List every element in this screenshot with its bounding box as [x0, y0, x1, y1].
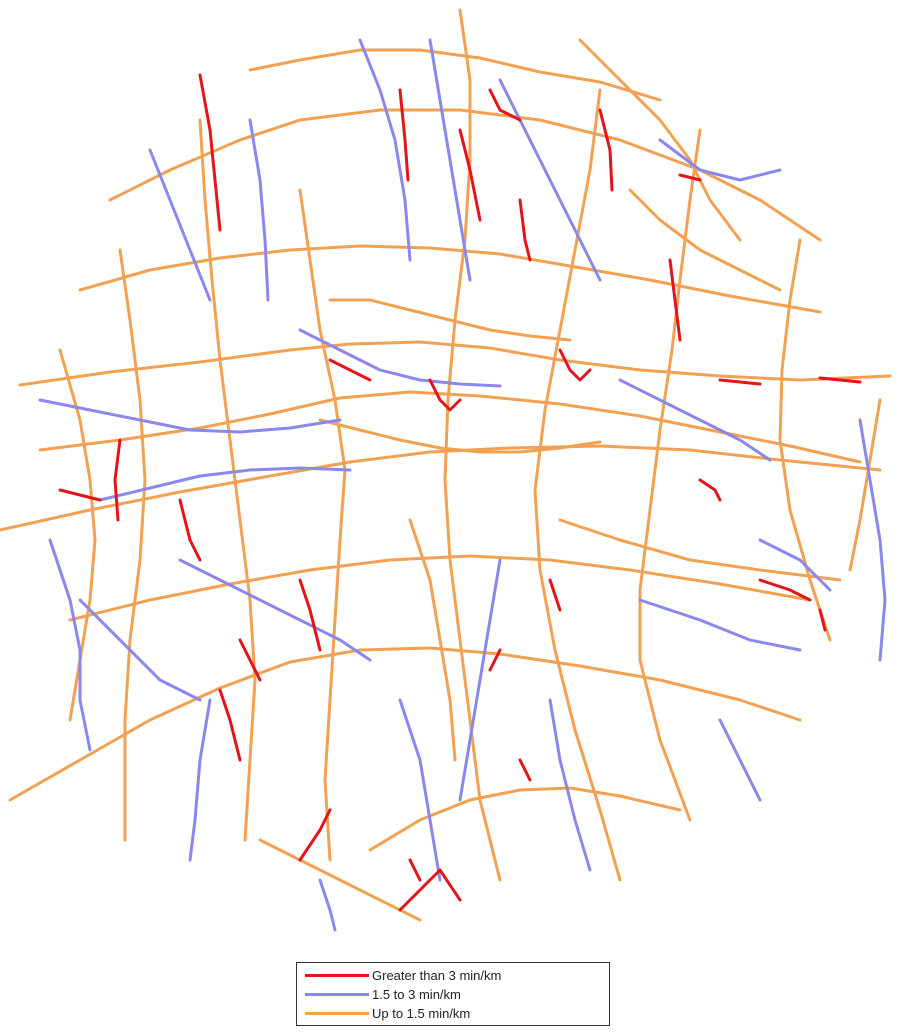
road-segment-high	[408, 858, 422, 882]
legend-swatch-low	[305, 1012, 369, 1015]
road-segment-low	[408, 518, 457, 762]
road-segment-medium	[548, 698, 592, 872]
road-segment-low	[368, 786, 682, 852]
road-segment-high	[668, 258, 682, 342]
road-segment-medium	[188, 698, 212, 862]
road-segment-high	[58, 488, 102, 502]
road-segment-low	[558, 518, 842, 582]
road-segment-high	[398, 88, 410, 182]
road-segment-medium	[298, 328, 502, 388]
road-segment-low	[328, 298, 572, 342]
roads-medium-delay	[38, 38, 887, 932]
map-legend: Greater than 3 min/km 1.5 to 3 min/km Up…	[296, 962, 610, 1026]
road-segment-medium	[318, 878, 337, 932]
road-segment-high	[298, 578, 322, 652]
road-segment-high	[328, 358, 372, 382]
road-segment-high	[548, 578, 562, 612]
road-segment-low	[533, 88, 622, 882]
road-segment-medium	[858, 418, 887, 662]
legend-label-medium: 1.5 to 3 min/km	[372, 987, 461, 1002]
road-segment-high	[113, 438, 122, 522]
road-segment-low	[638, 128, 702, 822]
road-segment-high	[488, 88, 522, 122]
road-segment-low	[578, 38, 742, 242]
road-segment-medium	[658, 138, 782, 182]
road-segment-medium	[98, 466, 352, 502]
road-segment-high	[758, 578, 812, 602]
legend-item-high: Greater than 3 min/km	[305, 966, 609, 985]
road-segment-medium	[178, 558, 372, 662]
road-segment-low	[108, 108, 822, 242]
road-segment-low	[258, 838, 422, 922]
road-segment-high	[298, 808, 332, 862]
road-segment-low	[248, 48, 662, 102]
road-segment-high	[558, 348, 592, 382]
road-segment-low	[198, 118, 257, 842]
road-segment-medium	[428, 38, 472, 282]
legend-item-low: Up to 1.5 min/km	[305, 1004, 609, 1023]
road-segment-high	[238, 638, 262, 682]
road-segment-low	[628, 188, 782, 292]
roads-high-delay	[58, 73, 862, 912]
road-segment-low	[118, 248, 147, 842]
road-segment-high	[598, 108, 614, 192]
road-segment-medium	[498, 78, 602, 282]
road-segment-low	[8, 646, 802, 802]
road-segment-medium	[638, 598, 802, 652]
road-segment-high	[458, 128, 482, 222]
roads-low-delay	[0, 8, 892, 922]
road-segment-low	[0, 444, 882, 532]
road-network-map	[0, 8, 892, 932]
road-segment-high	[818, 608, 827, 632]
road-segment-medium	[248, 118, 270, 302]
legend-label-low: Up to 1.5 min/km	[372, 1006, 471, 1021]
road-segment-medium	[718, 718, 762, 802]
road-segment-medium	[758, 538, 832, 592]
road-segment-medium	[458, 558, 502, 802]
road-segment-medium	[358, 38, 412, 262]
road-segment-high	[218, 688, 242, 762]
legend-label-high: Greater than 3 min/km	[372, 968, 502, 983]
road-segment-medium	[148, 148, 212, 302]
road-segment-high	[518, 198, 532, 262]
road-segment-medium	[78, 598, 202, 702]
legend-swatch-medium	[305, 993, 369, 996]
road-segment-low	[848, 398, 882, 572]
road-segment-high	[718, 378, 762, 386]
road-segment-high	[678, 173, 702, 182]
road-segment-low	[318, 418, 602, 454]
road-segment-high	[398, 868, 462, 912]
road-segment-high	[178, 498, 202, 562]
road-segment-medium	[398, 698, 442, 882]
road-segment-high	[428, 378, 462, 412]
road-segment-medium	[38, 398, 342, 434]
legend-item-medium: 1.5 to 3 min/km	[305, 985, 609, 1004]
road-segment-high	[518, 758, 532, 782]
road-segment-low	[298, 188, 347, 862]
road-segment-high	[818, 376, 862, 384]
road-segment-low	[68, 554, 812, 622]
legend-swatch-high	[305, 974, 369, 977]
road-segment-low	[778, 238, 832, 642]
road-segment-high	[488, 648, 502, 672]
road-segment-low	[78, 244, 822, 314]
road-segment-low	[18, 340, 892, 387]
road-segment-high	[698, 478, 722, 502]
road-segment-medium	[618, 378, 772, 462]
road-segment-medium	[48, 538, 92, 752]
road-segment-high	[198, 73, 222, 232]
